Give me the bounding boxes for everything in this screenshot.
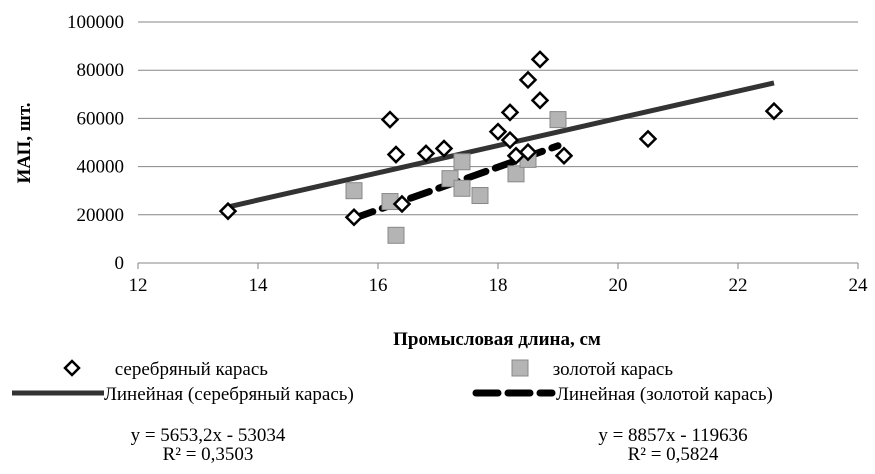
legend-label-gold: золотой карась — [552, 359, 674, 380]
x-tick-label: 14 — [249, 275, 269, 296]
x-tick-label: 18 — [489, 275, 508, 296]
y-tick-label: 0 — [115, 253, 125, 274]
legend-label-silver-trend: Линейная (серебряный карась) — [104, 384, 354, 405]
silver-point — [218, 201, 238, 221]
diamond-marker-icon — [63, 359, 81, 377]
silver-point — [380, 110, 400, 129]
legend-item-gold: золотой карась — [510, 358, 673, 381]
silver-point — [518, 142, 538, 162]
y-tick-label: 40000 — [77, 157, 125, 178]
silver-point — [386, 145, 406, 164]
silver-point — [530, 91, 550, 110]
square-marker-icon — [511, 359, 529, 377]
silver-point — [554, 146, 574, 166]
equation-silver-formula: y = 5653,2x - 53034 — [130, 425, 286, 446]
gold-point — [387, 226, 405, 244]
silver-point — [344, 207, 364, 227]
axes — [137, 262, 859, 269]
y-tick-label: 60000 — [77, 108, 125, 129]
gold-point — [453, 153, 471, 171]
y-tick-label: 100000 — [67, 12, 124, 33]
x-tick-label: 12 — [129, 275, 148, 296]
silver-point — [530, 50, 550, 69]
gold-point — [507, 165, 525, 183]
equation-silver-r2: R² = 0,3503 — [162, 444, 254, 465]
equation-gold-formula: y = 8857x - 119636 — [598, 425, 748, 446]
legend-item-gold-trend: Линейная (золотой карась) — [472, 384, 773, 406]
silver-point — [416, 144, 436, 163]
silver-point — [518, 70, 538, 90]
equation-gold: y = 8857x - 119636 R² = 0,5824 — [553, 425, 793, 466]
dashed-line-icon — [472, 389, 556, 397]
silver-point — [764, 101, 784, 121]
data-points — [218, 50, 784, 244]
trendline-silver — [227, 80, 775, 210]
gold-point — [345, 182, 363, 200]
y-tick-label: 80000 — [77, 60, 125, 81]
equation-silver: y = 5653,2x - 53034 R² = 0,3503 — [88, 425, 328, 466]
x-axis-title: Промысловая длина, см — [393, 329, 601, 350]
tick-labels: 0 20000 40000 60000 80000 100000 12 14 16 18 20 22 2… — [67, 12, 868, 296]
y-tick-label: 20000 — [77, 205, 125, 226]
x-tick-label: 16 — [369, 275, 388, 296]
trendlines — [227, 80, 775, 222]
gold-point — [549, 111, 567, 129]
gridlines — [138, 21, 858, 216]
silver-point — [638, 129, 658, 149]
x-tick-label: 22 — [729, 275, 748, 296]
silver-point — [434, 139, 454, 158]
equation-gold-r2: R² = 0,5824 — [627, 444, 719, 465]
legend-label-silver: серебряный карась — [114, 359, 268, 380]
y-axis-title: ИАП, шт. — [14, 102, 35, 183]
silver-point — [500, 103, 520, 122]
legend-label-gold-trend: Линейная (золотой карась) — [556, 384, 773, 405]
silver-point — [500, 130, 520, 150]
solid-line-icon — [12, 390, 104, 396]
x-tick-label: 24 — [849, 275, 869, 296]
silver-point — [392, 194, 412, 214]
gold-point — [453, 179, 471, 197]
legend-item-silver: серебряный карась — [62, 358, 268, 381]
legend-item-silver-trend: Линейная (серебряный карась) — [12, 384, 354, 406]
gold-point — [471, 187, 489, 205]
x-tick-label: 20 — [609, 275, 628, 296]
silver-point — [488, 122, 508, 141]
